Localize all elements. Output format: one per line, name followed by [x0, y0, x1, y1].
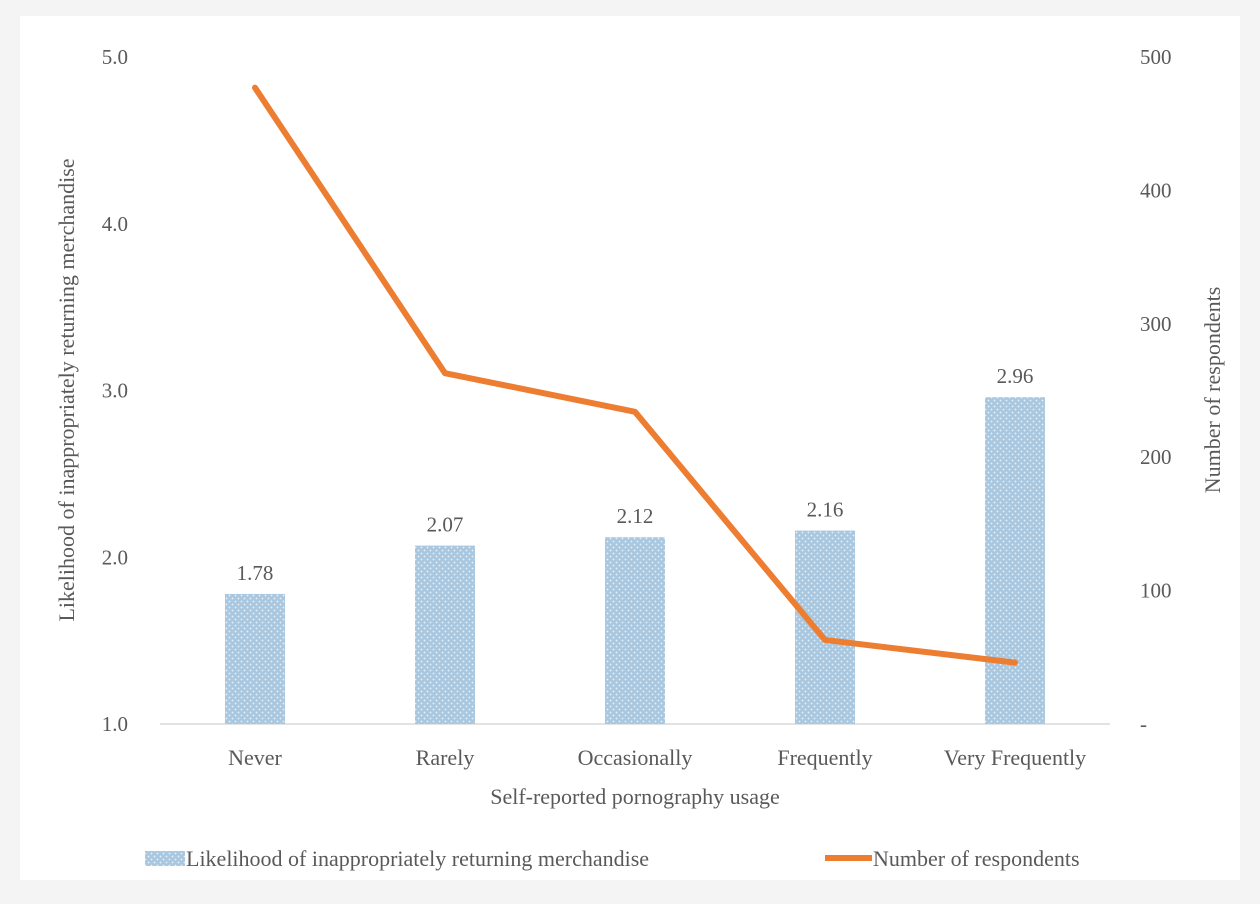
legend-line-label: Number of respondents: [873, 846, 1080, 871]
y2-tick-label: 400: [1140, 178, 1172, 202]
x-axis-label: Self-reported pornography usage: [490, 784, 780, 809]
bar: [605, 537, 665, 724]
legend-bar-label: Likelihood of inappropriately returning …: [186, 846, 649, 871]
bar-data-label: 2.07: [427, 513, 464, 537]
x-tick-label: Frequently: [777, 745, 872, 770]
bar: [225, 594, 285, 724]
y-tick-label: 2.0: [102, 545, 128, 569]
x-tick-label: Never: [228, 745, 282, 770]
y-tick-label: 5.0: [102, 45, 128, 69]
bar-data-label: 2.96: [997, 364, 1034, 388]
y-axis-label: Likelihood of inappropriately returning …: [54, 158, 79, 621]
x-tick-label: Occasionally: [578, 745, 693, 770]
legend-bar-swatch: [145, 851, 185, 866]
bar-data-label: 2.16: [807, 498, 844, 522]
y2-tick-label: 100: [1140, 579, 1172, 603]
x-tick-label: Very Frequently: [944, 745, 1086, 770]
bar-data-label: 2.12: [617, 504, 654, 528]
bar: [795, 531, 855, 724]
y2-tick-label: 500: [1140, 45, 1172, 69]
bar-data-label: 1.78: [237, 561, 274, 585]
y2-tick-label: 300: [1140, 312, 1172, 336]
y-tick-label: 1.0: [102, 712, 128, 736]
bar: [415, 546, 475, 724]
x-tick-label: Rarely: [416, 745, 475, 770]
y-tick-label: 3.0: [102, 379, 128, 403]
y2-tick-label: 200: [1140, 445, 1172, 469]
legend: Likelihood of inappropriately returning …: [145, 846, 1080, 871]
y2-tick-label: -: [1140, 712, 1147, 736]
bar: [985, 397, 1045, 724]
y2-axis-label: Number of respondents: [1200, 287, 1225, 494]
y-tick-label: 4.0: [102, 212, 128, 236]
